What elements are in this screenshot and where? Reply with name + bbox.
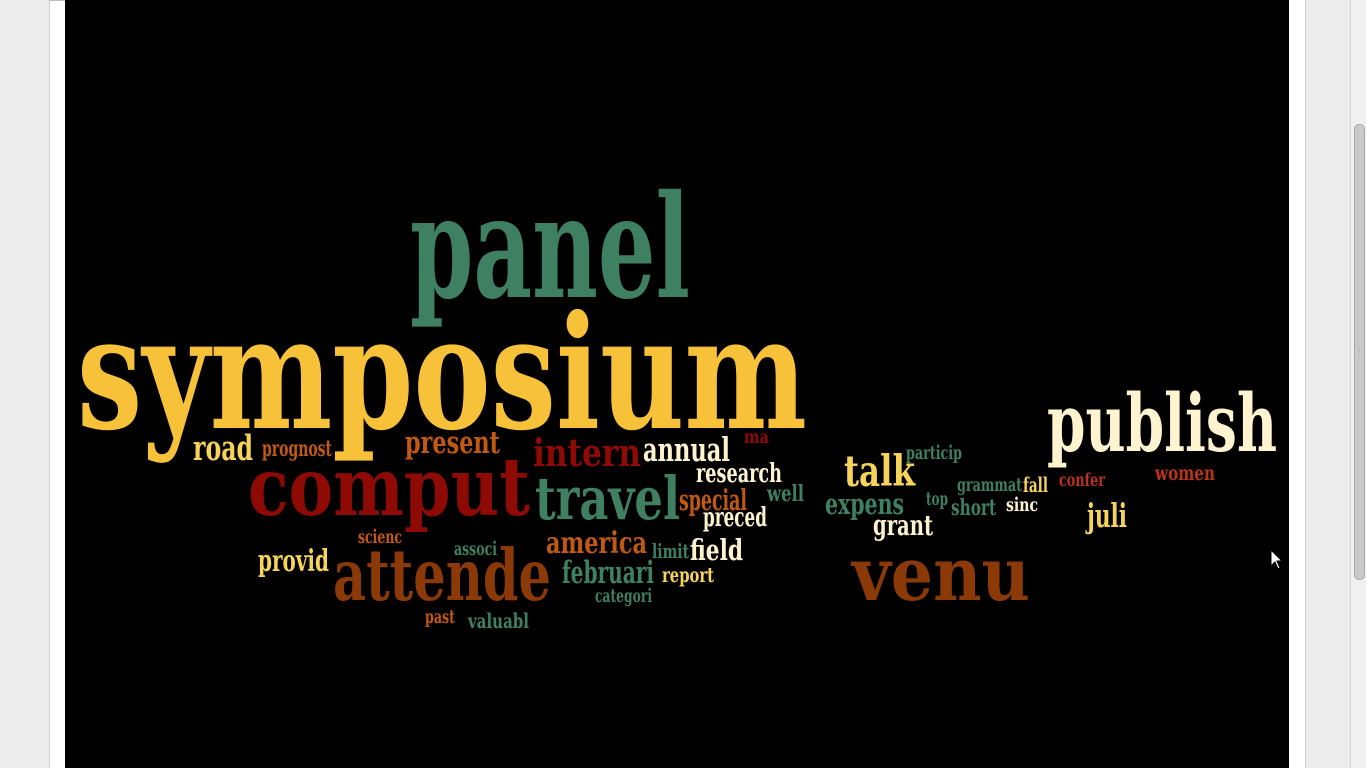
word-talk: talk	[844, 447, 915, 497]
page-margin-left	[49, 0, 66, 768]
word-research: research	[696, 458, 782, 489]
word-limit: limit	[652, 539, 689, 563]
word-fall: fall	[1023, 472, 1048, 497]
word-special: special	[679, 483, 747, 517]
word-attende: attende	[333, 533, 551, 617]
word-well: well	[767, 481, 804, 507]
word-juli: juli	[1087, 497, 1127, 535]
word-symposium: symposium	[77, 281, 807, 465]
word-panel: panel	[410, 163, 690, 331]
word-confer: confer	[1059, 470, 1105, 491]
word-grammat: grammat	[957, 474, 1022, 496]
left-gutter	[0, 0, 49, 768]
word-venu: venu	[852, 531, 1030, 618]
word-associ: associ	[454, 538, 497, 560]
page-margin-right	[1289, 0, 1306, 768]
vertical-scrollbar[interactable]: · · ·	[1350, 0, 1366, 768]
word-provid: provid	[258, 543, 329, 578]
word-top: top	[926, 488, 948, 510]
word-publish: publish	[1047, 376, 1277, 470]
word-valuabl: valuabl	[468, 608, 529, 633]
word-field: field	[690, 533, 743, 567]
word-scienc: scienc	[358, 526, 402, 548]
word-februari: februari	[562, 555, 654, 591]
word-annual: annual	[643, 431, 730, 469]
word-expens: expens	[825, 487, 904, 521]
word-past: past	[425, 606, 455, 628]
word-prognost: prognost	[262, 436, 332, 462]
word-women: women	[1155, 460, 1215, 485]
word-travel: travel	[535, 464, 680, 533]
word-present: present	[405, 425, 500, 461]
word-report: report	[662, 562, 714, 587]
word-america: america	[546, 525, 647, 560]
grip-icon: · · ·	[1358, 345, 1361, 359]
word-comput: comput	[248, 440, 530, 535]
word-intern: intern	[533, 430, 641, 475]
word-road: road	[193, 429, 253, 469]
word-particip: particip	[906, 442, 962, 464]
word-grant: grant	[873, 510, 933, 542]
word-ma: ma	[744, 426, 769, 448]
word-sinc: sinc	[1006, 494, 1038, 516]
word-preced: preced	[703, 502, 767, 533]
word-categori: categori	[595, 585, 652, 607]
scrollbar-thumb[interactable]: · · ·	[1354, 124, 1365, 580]
word-cloud-canvas: panel symposium publish comput attende v…	[65, 0, 1289, 768]
right-gutter	[1306, 0, 1350, 768]
word-short: short	[951, 495, 996, 521]
